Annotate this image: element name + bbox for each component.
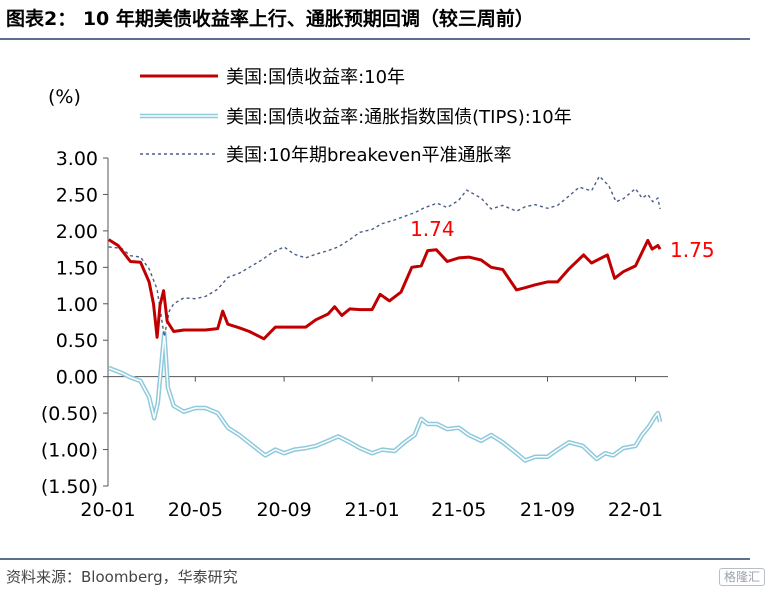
- line-chart: (%) 美国:国债收益率:10年美国:国债收益率:通胀指数国债(TIPS):10…: [41, 67, 715, 521]
- y-tick-label: (1.50): [41, 476, 98, 498]
- series-line-tips-inner: [108, 332, 661, 462]
- y-tick-label: (1.00): [41, 440, 98, 462]
- series-line-breakeven: [108, 175, 661, 337]
- x-tick-label: 20-09: [256, 499, 311, 521]
- chart-legend: 美国:国债收益率:10年美国:国债收益率:通胀指数国债(TIPS):10年美国:…: [140, 67, 572, 166]
- data-annotations: 1.74 1.75: [410, 217, 715, 262]
- series-line-tips-outer: [107, 330, 663, 463]
- data-label: 1.75: [670, 238, 715, 262]
- y-tick-label: 0.50: [56, 330, 98, 352]
- legend-label: 美国:10年期breakeven平准通胀率: [226, 145, 512, 166]
- y-tick-label: 1.00: [56, 294, 98, 316]
- y-tick-label: 2.00: [56, 221, 98, 243]
- data-label: 1.74: [410, 217, 455, 241]
- y-tick-label: 0.00: [56, 367, 98, 389]
- x-tick-label: 21-05: [431, 499, 486, 521]
- series-line-nominal: [107, 238, 662, 341]
- y-tick-label: 3.00: [56, 148, 98, 170]
- legend-label: 美国:国债收益率:10年: [226, 67, 405, 88]
- x-tick-label: 21-09: [520, 499, 575, 521]
- x-tick-label: 21-01: [345, 499, 400, 521]
- top-divider: [0, 38, 750, 40]
- y-tick-label: (0.50): [41, 403, 98, 425]
- series-layer: [107, 175, 663, 463]
- x-tick-label: 20-01: [80, 499, 135, 521]
- chart-axes: 3.00 2.50 2.00 1.50 1.00 0.50 0.00 (0.50) (1.00)…: [41, 148, 668, 521]
- source-note: 资料来源：Bloomberg，华泰研究: [6, 568, 238, 586]
- y-tick-label: 1.50: [56, 257, 98, 279]
- legend-label: 美国:国债收益率:通胀指数国债(TIPS):10年: [226, 107, 572, 128]
- x-tick-label: 20-05: [168, 499, 223, 521]
- bottom-divider: [0, 558, 750, 560]
- figure-title: 图表2： 10 年期美债收益率上行、通胀预期回调（较三周前）: [6, 8, 534, 30]
- watermark-logo: 格隆汇: [718, 568, 765, 586]
- x-tick-label: 22-01: [608, 499, 663, 521]
- y-axis-unit-label: (%): [48, 86, 81, 108]
- y-tick-label: 2.50: [56, 184, 98, 206]
